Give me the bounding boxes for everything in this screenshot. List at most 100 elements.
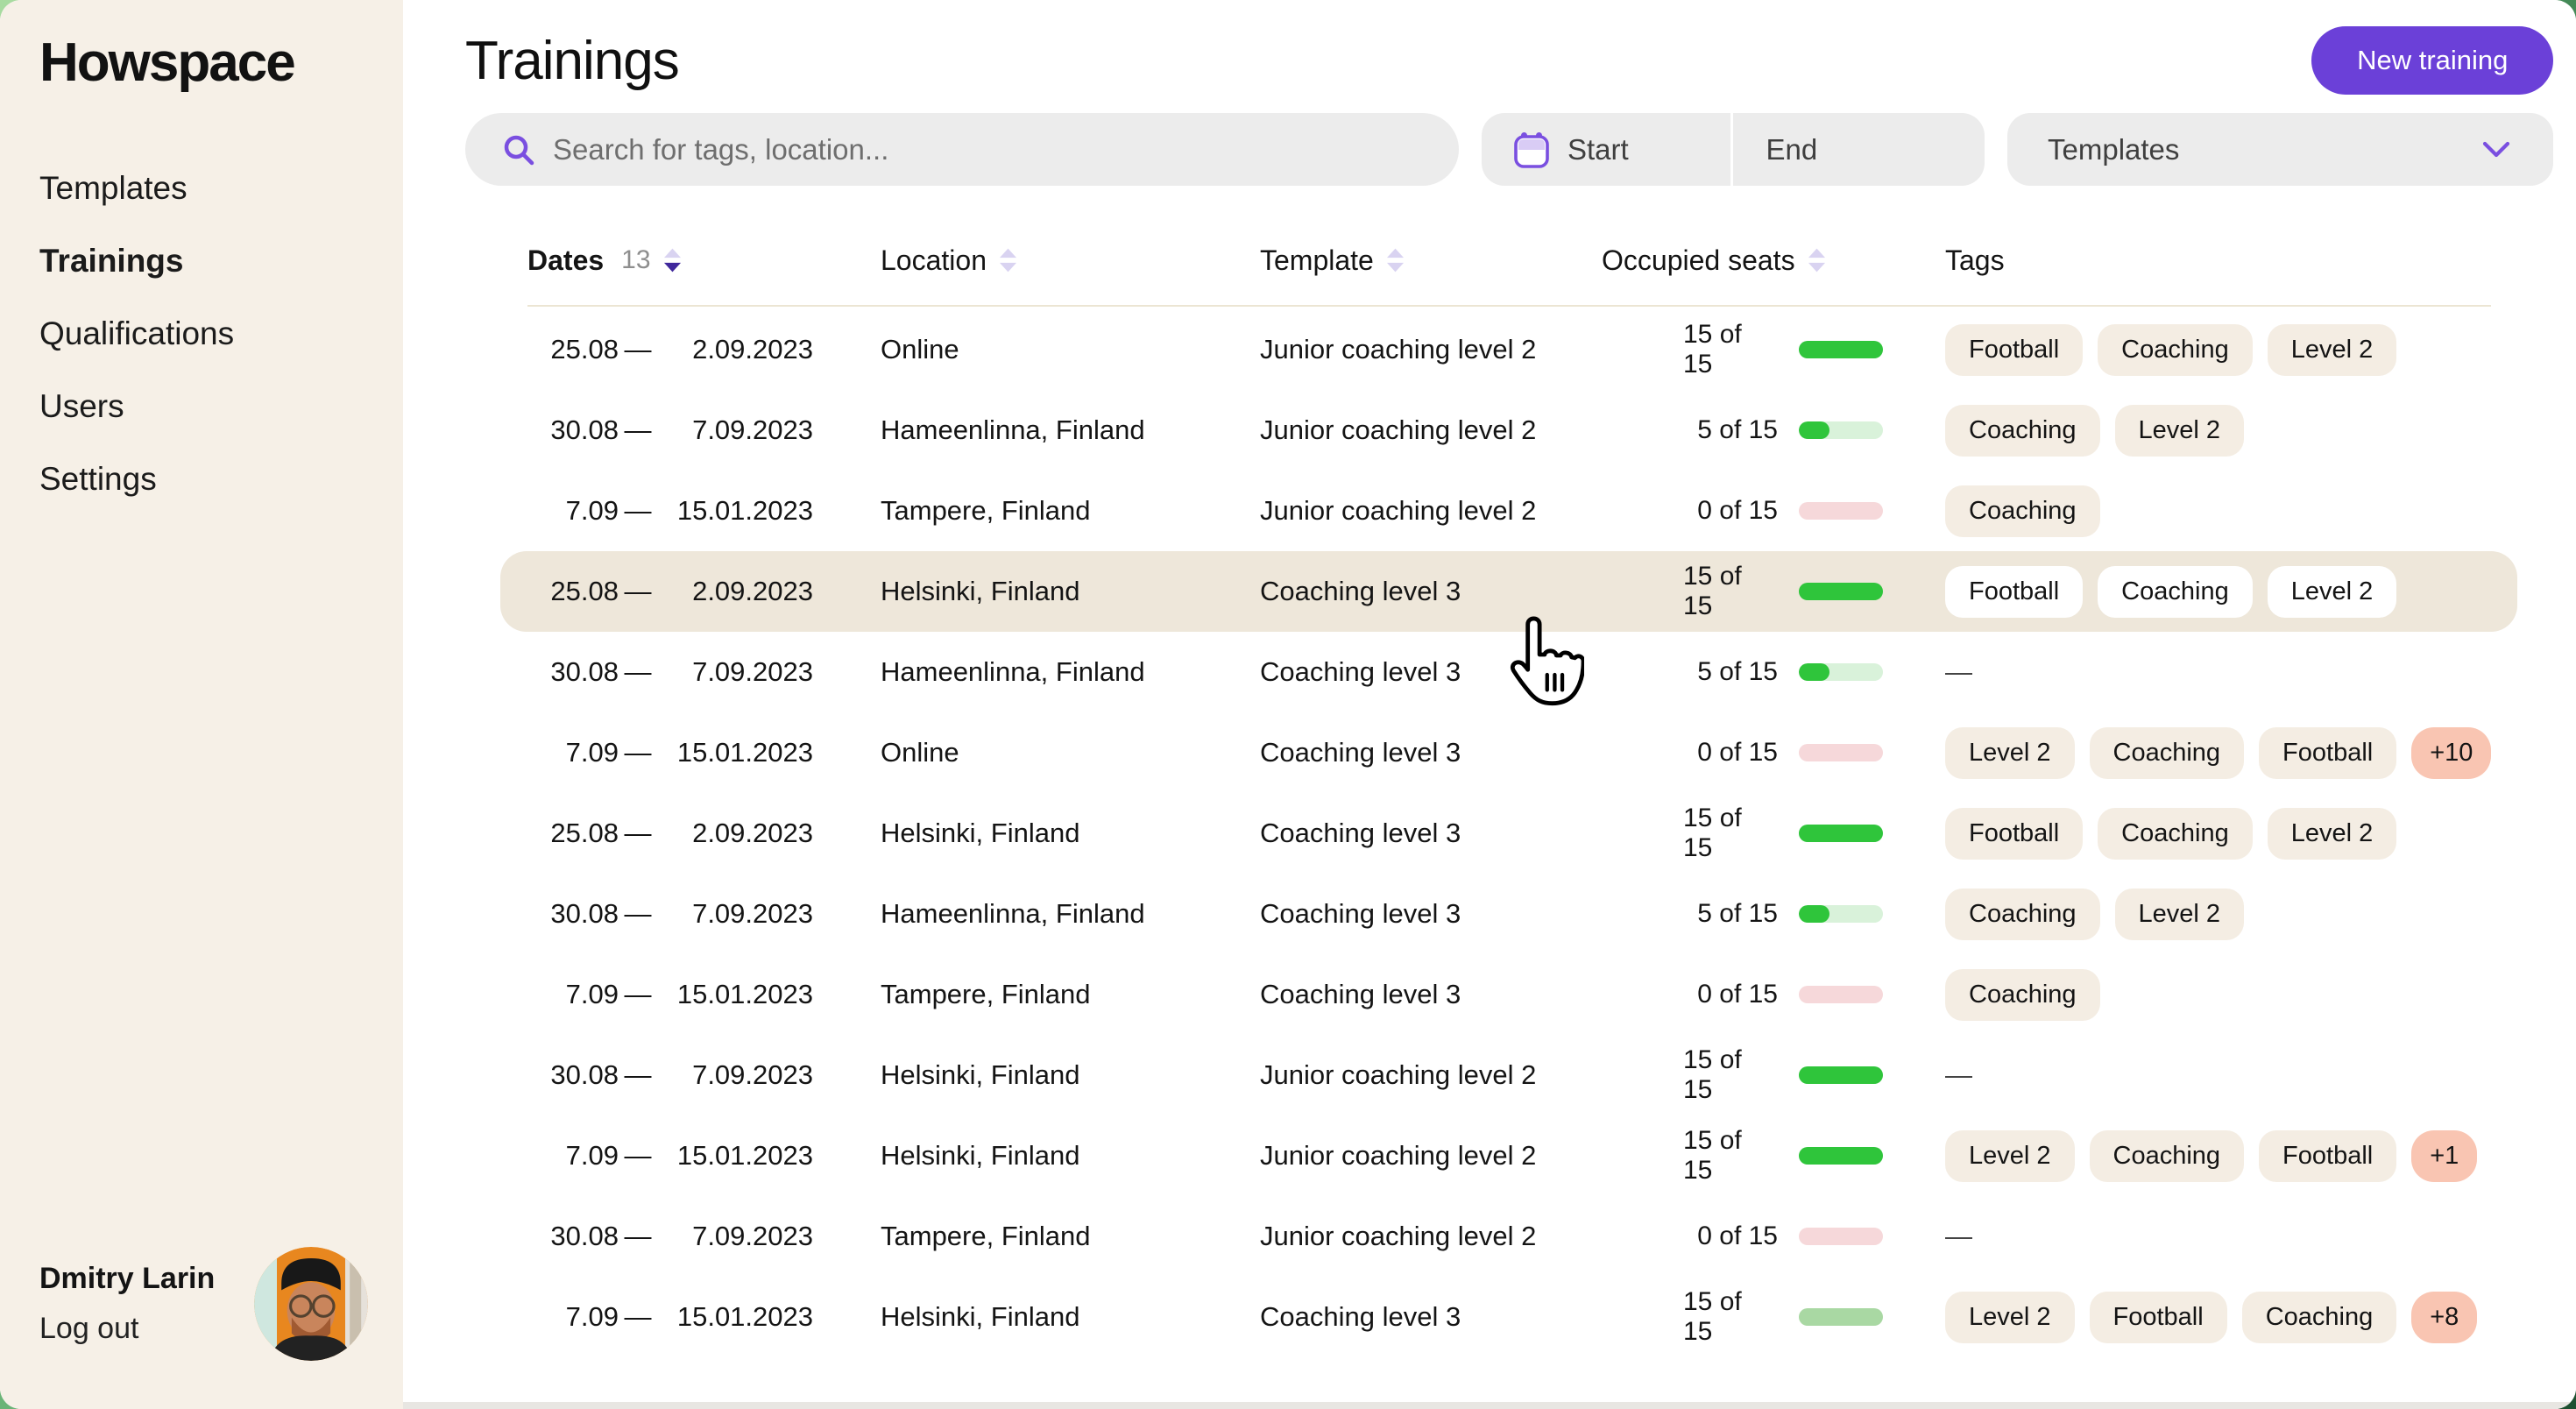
row-occupied-seats: 0 of 15 [1683, 980, 1883, 1009]
sort-icon-dates[interactable] [663, 247, 682, 273]
search-input[interactable] [553, 132, 1427, 166]
search-box[interactable] [465, 113, 1459, 186]
tag-more-badge[interactable]: +8 [2411, 1291, 2478, 1343]
chevron-down-icon [2481, 140, 2511, 159]
seats-progress-bar [1799, 663, 1883, 681]
column-label: Tags [1945, 244, 2005, 276]
table-row[interactable]: 7.09 — 15.01.2023 Tampere, Finland Junio… [500, 471, 2517, 551]
end-date-field[interactable]: End [1730, 113, 1985, 186]
row-tags: Coaching Level 2 [1883, 404, 2491, 457]
new-training-button[interactable]: New training [2311, 26, 2554, 95]
no-tags-dash: — [1945, 1221, 1972, 1251]
table-row[interactable]: 30.08 — 7.09.2023 Tampere, Finland Junio… [500, 1196, 2517, 1277]
row-tags: Coaching [1883, 968, 2491, 1021]
row-tags: — [1883, 1059, 2491, 1091]
row-template-name: Coaching level 3 [1260, 576, 1461, 606]
sort-icon-location[interactable] [999, 247, 1017, 273]
seats-progress-bar [1799, 986, 1883, 1003]
start-date-field[interactable]: Start [1482, 113, 1730, 186]
user-box: Dmitry Larin Log out [39, 1247, 368, 1361]
row-occupied-seats: 15 of 15 [1683, 1287, 1883, 1347]
column-label: Location [881, 244, 987, 276]
tag-badge: Football [1945, 807, 2084, 860]
row-dates: 30.08 — 7.09.2023 [550, 1221, 813, 1251]
row-dates: 30.08 — 7.09.2023 [550, 1059, 813, 1090]
no-tags-dash: — [1945, 1059, 1972, 1090]
tag-badge: Level 2 [2114, 888, 2245, 940]
sort-icon-occupied-seats[interactable] [1808, 247, 1826, 273]
row-template-name: Coaching level 3 [1260, 898, 1461, 929]
table-header: Dates 13 Location Template [500, 240, 2517, 280]
table-row[interactable]: 7.09 — 15.01.2023 Tampere, Finland Coach… [500, 954, 2517, 1035]
row-template-name: Junior coaching level 2 [1260, 414, 1537, 445]
sidebar-item-qualifications[interactable]: Qualifications [39, 315, 235, 351]
row-tags: Coaching Level 2 [1883, 888, 2491, 940]
sidebar-item-templates[interactable]: Templates [39, 169, 188, 206]
sidebar-item-users[interactable]: Users [39, 387, 124, 424]
column-header-dates[interactable]: Dates 13 [527, 244, 881, 277]
tag-more-badge[interactable]: +10 [2411, 726, 2492, 779]
logout-link[interactable]: Log out [39, 1312, 139, 1345]
table-row[interactable]: 7.09 — 15.01.2023 Online Coaching level … [500, 712, 2517, 793]
table-row[interactable]: 25.08 — 2.09.2023 Helsinki, Finland Coac… [500, 793, 2517, 874]
header-bar: Trainings New training [465, 26, 2554, 95]
row-dates: 7.09 — 15.01.2023 [565, 979, 813, 1009]
seats-progress-bar [1799, 1228, 1883, 1245]
templates-dropdown[interactable]: Templates [2007, 113, 2554, 186]
no-tags-dash: — [1945, 656, 1972, 687]
row-occupied-seats: 5 of 15 [1683, 415, 1883, 445]
seats-text: 15 of 15 [1683, 1126, 1742, 1185]
seats-text: 15 of 15 [1683, 804, 1742, 862]
tag-badge: Level 2 [1945, 1291, 2075, 1343]
column-header-template[interactable]: Template [1260, 244, 1602, 277]
row-dates: 30.08 — 7.09.2023 [550, 414, 813, 445]
row-template-name: Coaching level 3 [1260, 979, 1461, 1009]
table-row[interactable]: 30.08 — 7.09.2023 Helsinki, Finland Juni… [500, 1035, 2517, 1115]
seats-text: 5 of 15 [1697, 899, 1778, 928]
row-dates: 30.08 — 7.09.2023 [550, 898, 813, 929]
table-row[interactable]: 30.08 — 7.09.2023 Hameenlinna, Finland C… [500, 874, 2517, 954]
howspace-logo[interactable]: Howspace [39, 32, 296, 93]
column-label: Occupied seats [1602, 244, 1795, 276]
seats-text: 5 of 15 [1697, 415, 1778, 444]
row-dates: 7.09 — 15.01.2023 [565, 495, 813, 526]
sidebar-item-trainings[interactable]: Trainings [39, 242, 184, 279]
table-row[interactable]: 30.08 — 7.09.2023 Hameenlinna, Finland C… [500, 632, 2517, 712]
table-row[interactable]: 25.08 — 2.09.2023 Helsinki, Finland Coac… [500, 551, 2518, 632]
sidebar-nav: Templates Trainings Qualifications Users… [39, 152, 403, 515]
column-header-occupied-seats[interactable]: Occupied seats [1602, 244, 1883, 277]
tag-badge: Football [2089, 1291, 2227, 1343]
table-row[interactable]: 7.09 — 15.01.2023 Helsinki, Finland Coac… [500, 1277, 2517, 1357]
column-header-tags: Tags [1883, 244, 2491, 277]
seats-text: 0 of 15 [1697, 738, 1778, 767]
row-template-name: Junior coaching level 2 [1260, 1140, 1537, 1171]
table-row[interactable]: 25.08 — 2.09.2023 Online Junior coaching… [500, 309, 2517, 390]
horizontal-scrollbar[interactable] [403, 1402, 2576, 1409]
row-template-name: Coaching level 3 [1260, 737, 1461, 768]
row-location: Helsinki, Finland [881, 1301, 1080, 1332]
row-location: Helsinki, Finland [881, 576, 1080, 606]
tag-badge: Level 2 [2267, 323, 2397, 376]
column-header-location[interactable]: Location [881, 244, 1260, 277]
row-tags: Football Coaching Level 2 [1883, 565, 2491, 618]
row-tags: Level 2 Coaching Football +10 [1883, 726, 2492, 779]
seats-progress-bar [1799, 341, 1883, 358]
tag-badge: Football [2259, 1129, 2397, 1182]
sort-icon-template[interactable] [1386, 247, 1405, 273]
seats-text: 5 of 15 [1697, 657, 1778, 686]
row-template-name: Junior coaching level 2 [1260, 1059, 1537, 1090]
table-row[interactable]: 7.09 — 15.01.2023 Helsinki, Finland Juni… [500, 1115, 2517, 1196]
table-row[interactable]: 30.08 — 7.09.2023 Hameenlinna, Finland J… [500, 390, 2517, 471]
tag-badge: Level 2 [2267, 807, 2397, 860]
row-location: Tampere, Finland [881, 495, 1091, 526]
tag-badge: Football [1945, 565, 2084, 618]
sidebar-item-settings[interactable]: Settings [39, 460, 157, 497]
user-name: Dmitry Larin [39, 1262, 216, 1295]
seats-progress-bar [1799, 421, 1883, 439]
sidebar: Howspace Templates Trainings Qualificati… [0, 0, 403, 1409]
row-dates: 30.08 — 7.09.2023 [550, 656, 813, 687]
seats-text: 15 of 15 [1683, 562, 1742, 620]
row-template-name: Coaching level 3 [1260, 818, 1461, 848]
tag-more-badge[interactable]: +1 [2411, 1129, 2478, 1182]
row-dates: 25.08 — 2.09.2023 [550, 334, 813, 365]
